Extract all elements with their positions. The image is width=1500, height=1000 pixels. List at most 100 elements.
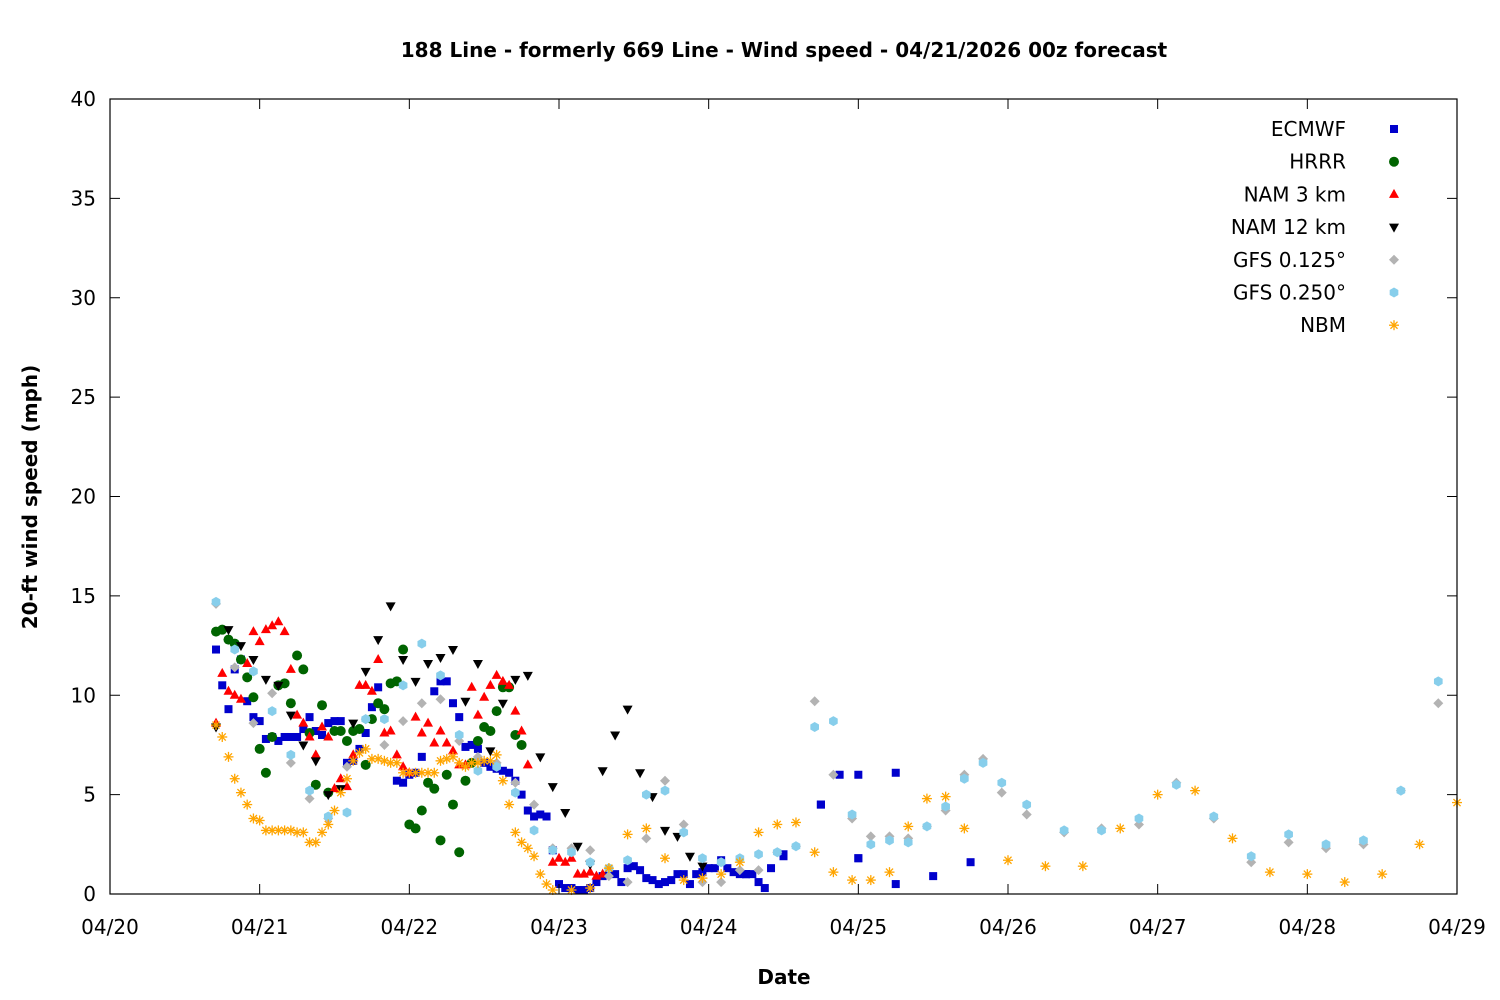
data-point — [217, 667, 228, 677]
data-point — [354, 747, 365, 758]
data-point — [734, 865, 745, 876]
data-point — [293, 732, 302, 741]
data-point — [548, 845, 558, 856]
legend-label: NAM 12 km — [1231, 215, 1346, 239]
data-point — [248, 692, 259, 703]
data-point — [1097, 825, 1106, 836]
data-point — [542, 812, 551, 821]
data-point — [416, 805, 427, 816]
y-axis-label: 20-ft wind speed (mph) — [18, 365, 42, 630]
data-point — [1302, 869, 1313, 880]
data-point — [454, 730, 464, 740]
data-point — [660, 785, 670, 796]
data-point — [324, 719, 333, 728]
legend-marker — [1389, 223, 1399, 233]
data-point — [929, 872, 938, 881]
data-point — [485, 755, 496, 766]
data-point — [429, 783, 440, 794]
data-point — [865, 831, 876, 842]
data-point — [809, 847, 820, 858]
data-point — [547, 856, 558, 866]
data-point — [341, 781, 352, 791]
data-point — [485, 679, 496, 689]
data-point — [261, 734, 270, 743]
data-point — [510, 675, 521, 685]
data-point — [585, 866, 596, 876]
data-point — [623, 855, 632, 866]
data-point — [772, 847, 782, 858]
data-point — [385, 602, 396, 612]
series-nbm — [211, 720, 1462, 896]
data-point — [592, 878, 601, 887]
data-point — [429, 737, 440, 747]
data-point — [274, 736, 283, 745]
data-point — [648, 876, 657, 885]
data-point — [891, 768, 900, 777]
series-gfs-0-250 — [211, 596, 1443, 874]
data-point — [472, 709, 483, 719]
data-point — [354, 724, 365, 735]
data-point — [467, 740, 476, 749]
data-point — [235, 693, 246, 703]
data-point — [498, 766, 507, 775]
data-point — [416, 698, 427, 709]
data-point — [473, 765, 483, 776]
data-point — [361, 729, 370, 738]
legend-marker — [1390, 125, 1398, 133]
data-point — [622, 829, 633, 840]
data-point — [218, 681, 227, 690]
data-point — [611, 870, 620, 879]
data-point — [410, 677, 421, 687]
data-point — [398, 655, 409, 665]
data-point — [541, 879, 552, 890]
data-point — [996, 787, 1007, 798]
data-point — [348, 755, 359, 766]
y-tick-label: 35 — [71, 186, 96, 210]
x-axis-label: Date — [757, 965, 810, 989]
data-point — [491, 749, 502, 760]
data-point — [641, 833, 652, 844]
data-point — [497, 775, 508, 786]
data-point — [447, 799, 458, 810]
data-point — [884, 867, 895, 878]
data-point — [417, 752, 426, 761]
y-tick-label: 30 — [71, 286, 96, 310]
data-point — [847, 875, 858, 886]
data-point — [211, 720, 222, 731]
data-point — [679, 827, 689, 838]
data-point — [1152, 789, 1163, 800]
data-point — [229, 662, 240, 673]
data-point — [329, 805, 340, 816]
data-point — [966, 858, 975, 867]
data-point — [292, 650, 303, 661]
data-point — [423, 659, 434, 669]
data-point — [622, 877, 633, 888]
data-point — [285, 757, 296, 768]
data-point — [828, 867, 839, 878]
data-point — [398, 644, 409, 655]
data-point — [678, 819, 689, 830]
data-point — [447, 751, 458, 762]
data-point — [385, 757, 396, 768]
data-point — [460, 761, 471, 772]
data-point — [212, 645, 221, 654]
data-point — [673, 870, 682, 879]
data-point — [754, 849, 763, 860]
data-point — [629, 862, 638, 871]
data-point — [492, 761, 501, 772]
data-point — [1115, 823, 1126, 834]
data-point — [360, 743, 371, 754]
data-point — [573, 886, 582, 895]
data-point — [280, 732, 289, 741]
data-point — [267, 731, 278, 742]
data-point — [298, 717, 309, 727]
data-point — [560, 809, 571, 819]
data-point — [243, 697, 252, 706]
data-point — [866, 839, 876, 850]
x-tick-label: 04/23 — [530, 915, 588, 939]
data-point — [854, 854, 863, 863]
data-point — [903, 837, 913, 848]
data-point — [547, 783, 558, 793]
data-point — [760, 884, 769, 893]
